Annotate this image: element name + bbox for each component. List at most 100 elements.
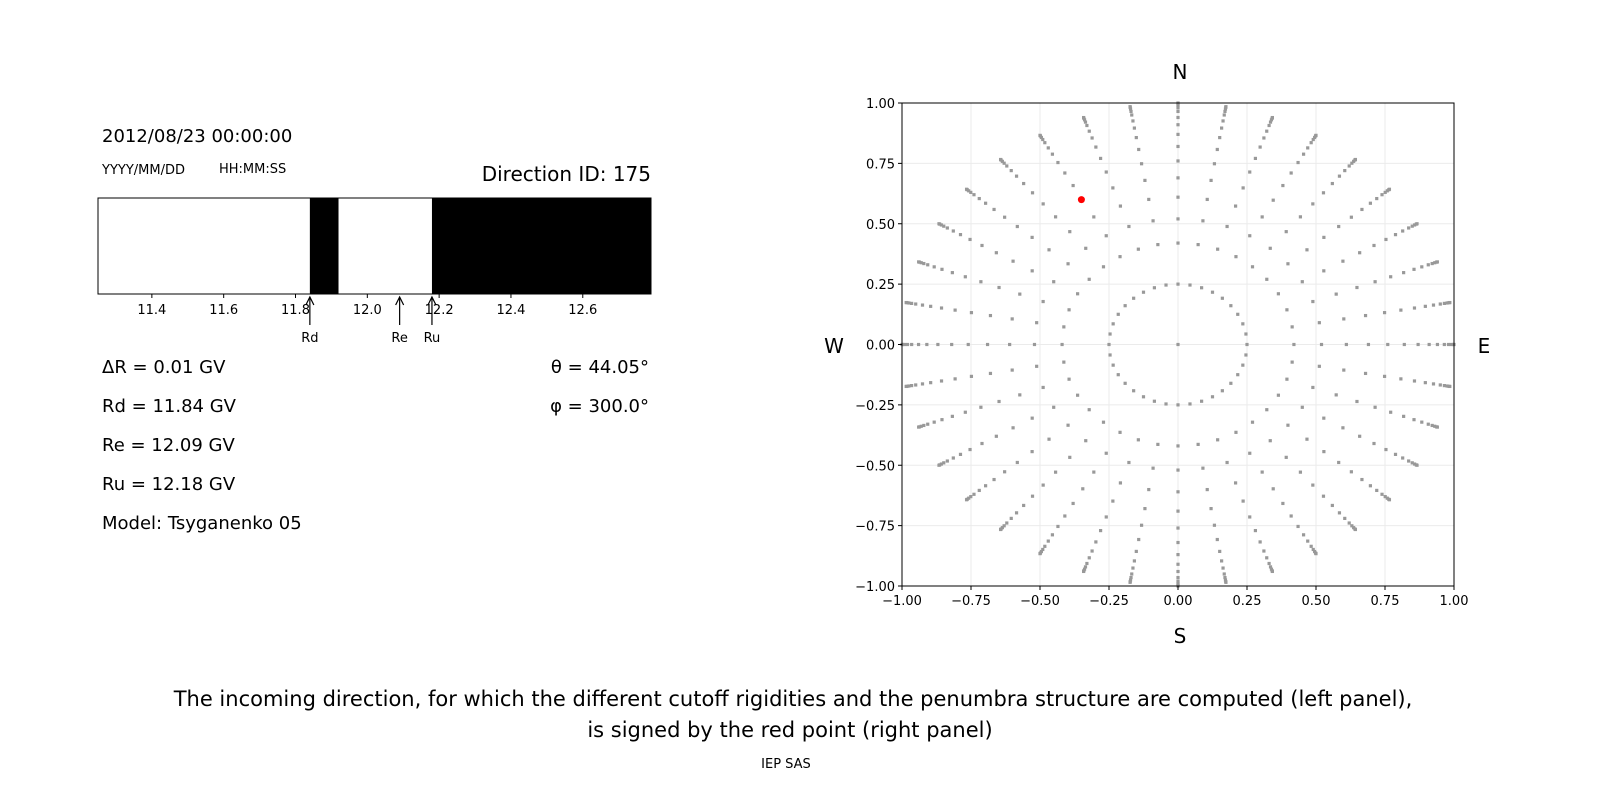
grid-point xyxy=(1250,420,1255,424)
grid-point xyxy=(1265,556,1269,560)
grid-point xyxy=(1176,581,1180,586)
grid-point xyxy=(1337,224,1341,229)
grid-point xyxy=(1068,455,1072,459)
grid-point xyxy=(1311,299,1315,304)
grid-point xyxy=(994,434,998,438)
grid-point xyxy=(1014,511,1019,515)
grid-point xyxy=(1071,183,1075,188)
grid-point xyxy=(1011,426,1015,430)
y-tick-label: 0.00 xyxy=(866,339,895,354)
grid-point xyxy=(1141,290,1146,294)
grid-point xyxy=(1281,501,1285,506)
grid-point xyxy=(1062,325,1066,329)
grid-point xyxy=(1176,444,1180,448)
grid-point xyxy=(1209,507,1213,511)
grid-point xyxy=(1104,515,1108,519)
grid-point xyxy=(958,233,963,237)
grid-point xyxy=(1383,190,1387,194)
grid-point xyxy=(1101,420,1106,424)
grid-point xyxy=(1098,528,1103,533)
grid-point xyxy=(1084,246,1088,250)
x-tick-label: 11.4 xyxy=(137,303,166,318)
grid-point xyxy=(1063,514,1067,518)
time-format-label: HH:MM:SS xyxy=(219,162,286,177)
grid-point xyxy=(1218,135,1222,140)
grid-point xyxy=(1248,451,1252,455)
grid-point xyxy=(1372,243,1376,248)
grid-point xyxy=(1267,123,1271,128)
grid-point xyxy=(1085,123,1089,128)
grid-point xyxy=(1035,364,1039,368)
grid-point xyxy=(1216,438,1220,442)
grid-point xyxy=(936,342,940,347)
grid-point xyxy=(1300,280,1304,284)
grid-point xyxy=(1389,410,1393,414)
x-tick-label: 12.4 xyxy=(496,303,525,318)
grid-point xyxy=(1176,132,1180,136)
grid-point xyxy=(1448,384,1452,389)
grid-point xyxy=(1366,342,1371,347)
grid-point xyxy=(1334,292,1338,296)
grid-point xyxy=(922,261,926,266)
grid-point xyxy=(1270,115,1274,120)
grid-point xyxy=(1420,420,1424,424)
grid-point xyxy=(945,226,949,230)
direction-scatter: −1.00 −0.75 −0.50 −0.25 0.00 0.25 0.50 0.75 1.00… xyxy=(855,97,1468,609)
grid-point xyxy=(1222,572,1226,576)
grid-point xyxy=(1130,113,1134,117)
grid-point xyxy=(1056,160,1060,165)
grid-point xyxy=(1286,423,1290,427)
grid-point xyxy=(1196,243,1200,247)
grid-point xyxy=(939,306,944,310)
grid-point xyxy=(1309,141,1313,145)
model: Model: Tsyganenko 05 xyxy=(102,513,302,534)
grid-point xyxy=(1265,408,1269,412)
grid-point xyxy=(1330,503,1334,508)
grid-point xyxy=(940,267,944,271)
grid-point xyxy=(1225,460,1229,465)
grid-point xyxy=(1041,385,1045,390)
grid-point xyxy=(1176,144,1180,149)
band-allowed xyxy=(98,198,310,294)
grid-point xyxy=(1090,549,1094,553)
grid-point xyxy=(1448,300,1452,305)
x-tick-label: 0.25 xyxy=(1233,594,1262,609)
grid-point xyxy=(1220,296,1224,300)
grid-point xyxy=(1286,262,1290,266)
grid-point xyxy=(1223,578,1228,582)
grid-point xyxy=(963,410,967,414)
grid-point xyxy=(1368,201,1372,205)
grid-point xyxy=(920,382,925,386)
grid-point xyxy=(1052,405,1056,409)
grid-point xyxy=(1047,437,1051,441)
grid-point xyxy=(1223,109,1227,114)
grid-point xyxy=(1196,442,1200,446)
grid-point xyxy=(1111,322,1115,326)
grid-point xyxy=(1010,368,1014,372)
grid-point xyxy=(1176,579,1180,583)
grid-point xyxy=(1319,342,1324,347)
grid-point xyxy=(992,477,996,482)
grid-point xyxy=(964,187,969,191)
grid-point xyxy=(969,374,974,378)
grid-point xyxy=(1215,537,1219,542)
grid-point xyxy=(1041,547,1045,552)
grid-point xyxy=(1132,296,1136,300)
x-tick-label: −1.00 xyxy=(882,594,922,609)
x-tick-label: 0.75 xyxy=(1371,594,1400,609)
grid-point xyxy=(1014,174,1019,178)
grid-point xyxy=(914,383,918,387)
grid-point xyxy=(1360,477,1364,482)
grid-point xyxy=(1311,137,1315,142)
grid-point xyxy=(1081,487,1085,491)
grid-point xyxy=(926,422,930,426)
grid-point xyxy=(966,342,970,347)
grid-point xyxy=(1223,107,1228,111)
grid-point xyxy=(953,308,957,312)
grid-point xyxy=(1066,423,1070,427)
grid-point xyxy=(1101,265,1106,269)
grid-point xyxy=(1250,265,1255,269)
grid-point xyxy=(1116,373,1120,377)
y-tick-label: −0.25 xyxy=(855,399,895,414)
grid-point xyxy=(1353,527,1358,532)
